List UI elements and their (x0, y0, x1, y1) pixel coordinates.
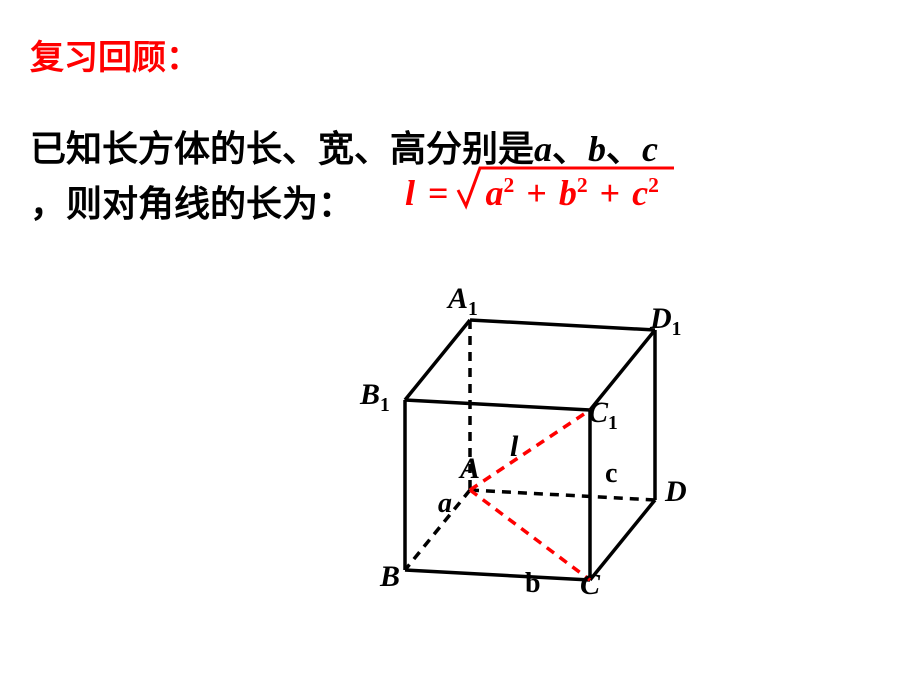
formula-l: l (405, 173, 415, 213)
label-D1: D1 (650, 302, 681, 341)
label-c: c (605, 458, 617, 490)
label-D: D (665, 475, 687, 509)
label-B1: B1 (360, 378, 390, 417)
label-b: b (525, 568, 541, 600)
label-a: a (438, 488, 452, 520)
formula-eq: = (428, 173, 449, 213)
label-C1: C1 (588, 396, 618, 435)
sqrt-symbol (456, 162, 676, 212)
label-A1: A1 (448, 282, 478, 321)
diagonal-formula: l = a2 + b2 + c2 (405, 172, 659, 214)
problem-line-2: ，则对角线的长为： (30, 175, 354, 227)
label-l: l (510, 430, 518, 464)
cuboid-diagram: A1 D1 B1 C1 A D B C a b c l (330, 300, 730, 610)
label-B: B (380, 560, 400, 594)
review-heading: 复习回顾： (30, 30, 200, 79)
label-C: C (580, 568, 600, 602)
label-A: A (460, 452, 480, 486)
